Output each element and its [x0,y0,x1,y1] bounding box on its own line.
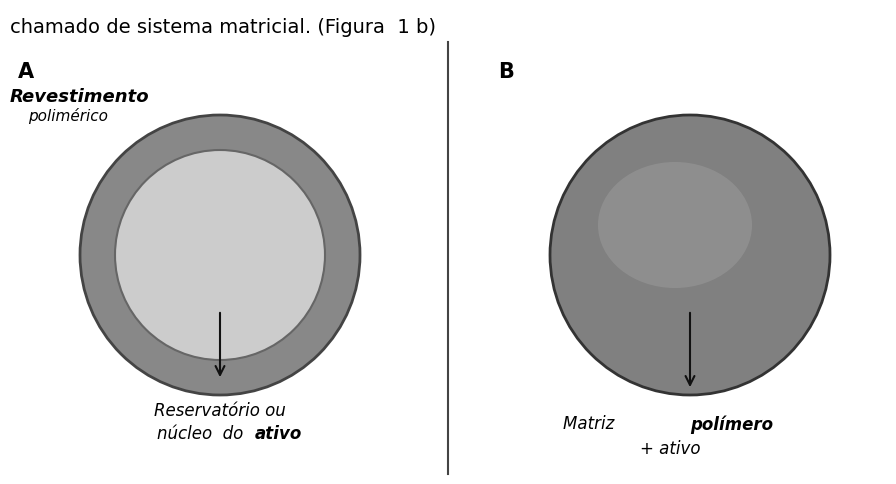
Text: A: A [18,62,34,82]
Circle shape [115,150,325,360]
Text: polimérico: polimérico [28,108,108,124]
Circle shape [550,115,830,395]
Text: + ativo: + ativo [640,440,701,458]
Text: núcleo  do: núcleo do [157,425,248,443]
Circle shape [80,115,360,395]
Text: Matriz: Matriz [564,415,620,433]
Text: Revestimento: Revestimento [10,88,150,106]
Text: chamado de sistema matricial. (Figura  1 b): chamado de sistema matricial. (Figura 1 … [10,18,436,37]
Text: ativo: ativo [255,425,302,443]
Ellipse shape [598,162,752,288]
Text: Reservatório ou: Reservatório ou [154,402,286,420]
Text: polímero: polímero [690,415,773,434]
Text: B: B [498,62,514,82]
